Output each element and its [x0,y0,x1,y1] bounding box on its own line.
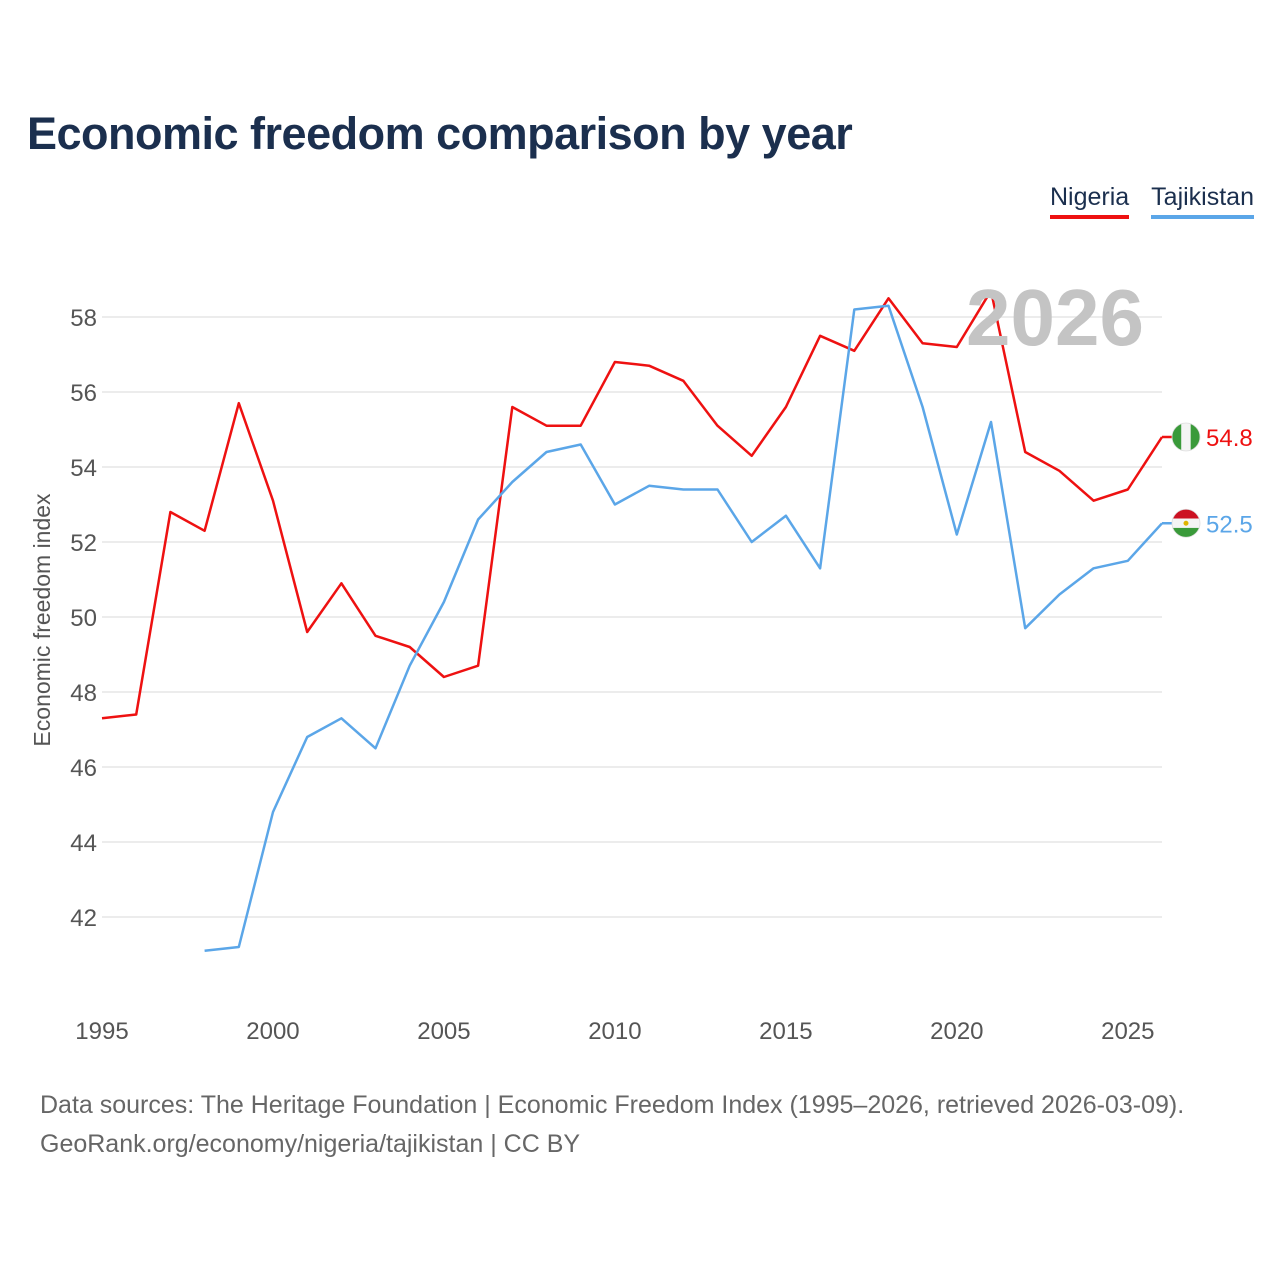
chart-title: Economic freedom comparison by year [27,108,853,159]
x-tick-label: 2005 [417,1018,470,1045]
footer-line-url: GeoRank.org/economy/nigeria/tajikistan |… [40,1130,581,1158]
year-overlay: 2026 [966,273,1144,362]
x-tick-label: 2025 [1101,1018,1154,1045]
tajikistan-flag-icon [1171,508,1201,538]
x-tick-label: 1995 [75,1018,128,1045]
x-axis-ticks: 1995 2000 2005 2010 2015 2020 2025 [75,1018,1154,1045]
y-tick-label: 46 [70,755,97,782]
x-tick-label: 2000 [246,1018,299,1045]
end-value-label-tajikistan: 52.5 [1206,511,1253,538]
legend: Nigeria Tajikistan [1049,183,1254,219]
x-tick-label: 2010 [588,1018,641,1045]
footer-sources: Data sources: The Heritage Foundation | … [40,1086,1184,1164]
footer-line-sources: Data sources: The Heritage Foundation | … [40,1091,1185,1119]
y-tick-label: 42 [70,905,97,932]
end-markers: 54.8 52.5 [1162,422,1253,538]
series-line-nigeria[interactable] [101,289,1164,720]
y-tick-label: 50 [70,605,97,632]
end-value-label-nigeria: 54.8 [1206,425,1253,452]
legend-item-tajikistan[interactable]: Tajikistan [1151,183,1254,219]
y-axis-ticks: 42 44 46 48 50 52 54 56 58 [70,305,97,932]
y-tick-label: 54 [70,455,97,482]
y-tick-label: 44 [70,830,97,857]
y-tick-label: 58 [70,305,97,332]
y-tick-label: 52 [70,530,97,557]
legend-item-nigeria[interactable]: Nigeria [1049,183,1130,219]
y-tick-label: 56 [70,380,97,407]
nigeria-flag-icon [1171,422,1201,452]
y-tick-label: 48 [70,680,97,707]
grid-lines [102,316,1162,918]
y-axis-label: Economic freedom index [29,493,55,747]
series-lines [101,289,1164,953]
series-line-tajikistan[interactable] [204,304,1163,953]
x-tick-label: 2020 [930,1018,983,1045]
x-tick-label: 2015 [759,1018,812,1045]
